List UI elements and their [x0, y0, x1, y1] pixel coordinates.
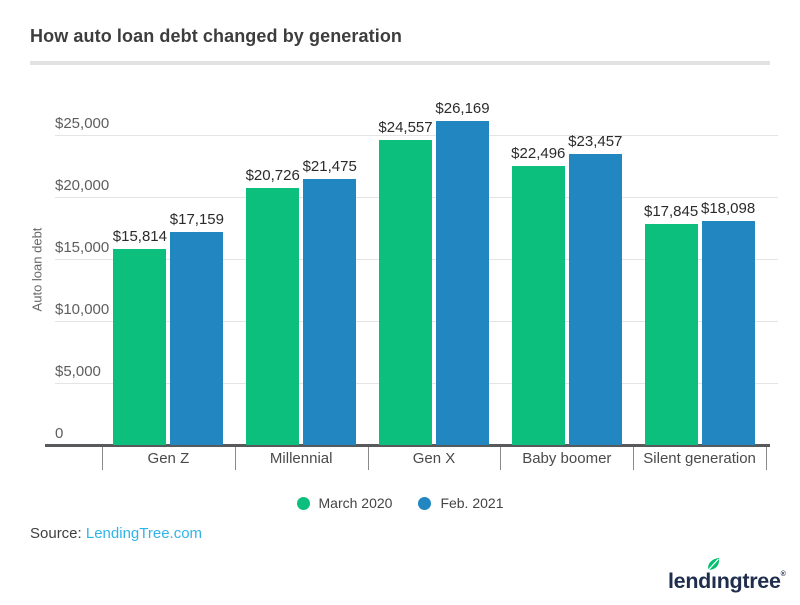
bar-value-label: $17,159 [169, 211, 225, 229]
x-category-label: Gen X [412, 450, 456, 467]
x-axis-tick [102, 447, 103, 470]
y-tick-label: $10,000 [55, 301, 110, 318]
logo-text-i: ı [711, 569, 717, 593]
logo-text-post: ngtree [716, 569, 781, 593]
y-tick-label: $25,000 [55, 115, 110, 132]
x-axis-tick [500, 447, 502, 470]
leaf-icon [708, 558, 720, 571]
legend-label: Feb. 2021 [440, 495, 504, 511]
bar-value-label: $23,457 [568, 133, 623, 151]
bar-value-label: $24,557 [378, 119, 433, 137]
logo-letter-i: ı [708, 558, 720, 594]
y-tick-label: $5,000 [55, 363, 101, 380]
source-prefix: Source: [30, 525, 86, 542]
bar-march-2020-silent-generation [644, 223, 698, 445]
x-axis-tick [234, 447, 236, 470]
bar-value-label: $22,496 [511, 145, 566, 163]
gridline [55, 135, 778, 136]
bar-march-2020-millennial [246, 187, 300, 445]
bar-feb-2021-millennial [303, 178, 357, 445]
source-link[interactable]: LendingTree.com [85, 525, 203, 542]
bar-value-label: $15,814 [112, 227, 168, 245]
bar-value-label: $18,098 [700, 199, 756, 217]
bar-march-2020-gen-x [379, 140, 432, 445]
bar-value-label: $17,845 [643, 202, 699, 220]
x-axis-tick [766, 447, 767, 470]
logo-text-pre: lend [668, 569, 711, 593]
lendingtree-logo: lend ıngtree® [668, 556, 786, 594]
bar-feb-2021-silent-generation [701, 220, 755, 445]
bar-march-2020-baby-boomer [511, 166, 565, 445]
legend-swatch-icon [418, 496, 432, 510]
x-axis-tick [633, 447, 635, 470]
x-axis-line [45, 444, 770, 447]
bar-feb-2021-baby-boomer [568, 154, 622, 445]
y-tick-label: $15,000 [55, 239, 110, 256]
legend-swatch-icon [296, 496, 310, 510]
page-title: How auto loan debt changed by generation [30, 26, 403, 46]
title-divider [30, 61, 770, 65]
x-category-label: Baby boomer [522, 450, 612, 467]
chart-legend: March 2020 Feb. 2021 [0, 495, 800, 511]
legend-item: Feb. 2021 [418, 495, 504, 511]
x-category-label: Gen Z [147, 450, 190, 467]
bar-value-label: $20,726 [245, 166, 300, 184]
legend-label: March 2020 [318, 495, 393, 511]
bar-march-2020-gen-z [113, 248, 167, 445]
y-tick-label: 0 [55, 425, 64, 442]
source-line: Source: LendingTree.com [30, 525, 202, 542]
bar-feb-2021-gen-z [170, 232, 224, 445]
x-category-label: Millennial [269, 450, 333, 467]
bar-value-label: $26,169 [435, 99, 490, 117]
x-category-label: Silent generation [643, 450, 756, 467]
y-tick-label: $20,000 [55, 177, 110, 194]
bar-feb-2021-gen-x [436, 120, 489, 445]
y-axis-title: Auto loan debt [29, 227, 45, 312]
logo-text: lend ıngtree® [668, 556, 786, 594]
legend-item: March 2020 [296, 495, 393, 511]
bar-value-label: $21,475 [302, 157, 357, 175]
x-axis-tick [367, 447, 369, 470]
registered-mark: ® [780, 571, 786, 578]
